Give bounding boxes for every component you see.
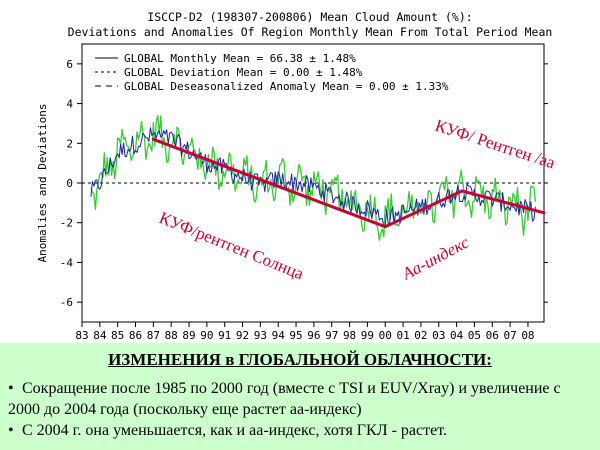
axis-ticks: 6 4 2 0 -2 -4 -6 83 84 85 86 87 88 89 90 91 92 93 94 95 96 97…: [60, 58, 548, 342]
trend-lines: [151, 137, 546, 229]
chart-title: ISCCP-D2 (198307-200806) Mean Cloud Amou…: [147, 10, 472, 24]
y-tick-label: -4: [60, 256, 74, 269]
legend-entry-deseasonalized-anomaly: GLOBAL Deseasonalized Anomaly Mean = 0.0…: [124, 80, 449, 93]
trend-line: [151, 137, 387, 229]
x-tick-label: 87: [147, 329, 160, 342]
caption-bullet-1-text: Сокращение после 1985 по 2000 год (вмест…: [8, 380, 561, 418]
caption-bullet-2-text: С 2004 г. она уменьшается, как и aa-инде…: [22, 422, 447, 439]
x-tick-label: 98: [343, 329, 356, 342]
caption-bullet-2: • С 2004 г. она уменьшается, как и aa-инд…: [8, 420, 592, 441]
x-tick-label: 96: [307, 329, 320, 342]
x-tick-label: 02: [414, 329, 427, 342]
legend-entry-deviation-mean: GLOBAL Deviation Mean = 0.00 ± 1.48%: [124, 66, 363, 79]
cloud-anomaly-chart: ISCCP-D2 (198307-200806) Mean Cloud Amou…: [36, 10, 558, 342]
y-tick-label: 2: [66, 137, 73, 150]
x-tick-label: 90: [200, 329, 213, 342]
y-axis-label: Anomalies and Deviations: [36, 104, 49, 263]
caption-bullet-1: • Сокращение после 1985 по 2000 год (вмес…: [8, 378, 592, 420]
y-tick-label: 0: [66, 177, 73, 190]
x-tick-label: 83: [75, 329, 88, 342]
x-tick-label: 00: [379, 329, 392, 342]
y-tick-label: -6: [60, 296, 73, 309]
y-tick-label: 6: [66, 58, 73, 71]
series-deseasonalized-line: [90, 127, 536, 228]
x-tick-label: 88: [165, 329, 178, 342]
x-tick-label: 92: [236, 329, 249, 342]
y-tick-label: -2: [60, 217, 73, 230]
caption-heading: ИЗМЕНЕНИЯ в ГЛОБАЛЬНОЙ ОБЛАЧНОСТИ:: [108, 350, 492, 369]
x-tick-label: 08: [521, 329, 534, 342]
x-tick-label: 85: [111, 329, 124, 342]
x-tick-label: 89: [182, 329, 195, 342]
x-tick-label: 03: [432, 329, 445, 342]
x-tick-label: 97: [325, 329, 338, 342]
bullet-dot: •: [8, 380, 14, 397]
x-tick-label: 91: [218, 329, 231, 342]
trend-line: [460, 189, 546, 215]
x-tick-label: 01: [396, 329, 409, 342]
x-tick-label: 07: [503, 329, 516, 342]
chart-subtitle: Deviations and Anomalies Of Region Month…: [68, 25, 553, 39]
x-tick-label: 06: [486, 329, 499, 342]
y-tick-label: 4: [66, 98, 73, 111]
bullet-dot: •: [8, 422, 14, 439]
x-tick-label: 04: [450, 329, 464, 342]
x-tick-label: 05: [468, 329, 481, 342]
x-tick-label: 99: [361, 329, 374, 342]
x-tick-label: 94: [272, 329, 286, 342]
x-tick-label: 86: [129, 329, 142, 342]
trend-line: [383, 189, 464, 229]
legend: GLOBAL Monthly Mean = 66.38 ± 1.48% GLOB…: [95, 52, 449, 93]
caption-panel: ИЗМЕНЕНИЯ в ГЛОБАЛЬНОЙ ОБЛАЧНОСТИ: • Сокр…: [0, 343, 600, 450]
x-tick-label: 84: [93, 329, 107, 342]
legend-entry-monthly-mean: GLOBAL Monthly Mean = 66.38 ± 1.48%: [124, 52, 356, 65]
x-tick-label: 93: [254, 329, 267, 342]
x-tick-label: 95: [289, 329, 302, 342]
